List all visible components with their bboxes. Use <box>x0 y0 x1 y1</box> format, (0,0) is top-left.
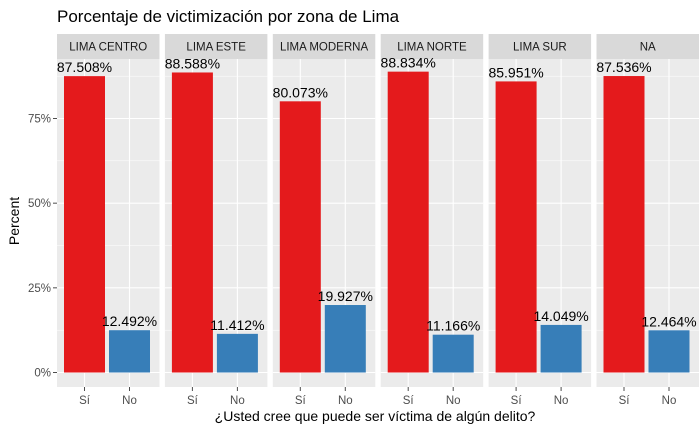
x-tick-label: No <box>446 395 461 407</box>
bar-no <box>648 330 690 373</box>
facet-strip <box>57 34 160 59</box>
bar-no <box>324 305 366 373</box>
bar-no <box>540 324 582 373</box>
y-axis: 0% 25% 50% 75% <box>28 114 57 380</box>
data-label: 11.412% <box>210 317 264 333</box>
chart-title: Porcentaje de victimización por zona de … <box>57 7 400 26</box>
x-tick-label: Sí <box>187 395 199 407</box>
bar-no <box>216 333 258 373</box>
data-label: 11.166% <box>426 318 480 334</box>
bar-si <box>387 71 429 373</box>
data-label: 12.492% <box>102 313 157 329</box>
facet-strip-label: LIMA MODERNA <box>280 42 369 54</box>
x-tick-label: Sí <box>511 395 523 407</box>
facet-panel: LIMA CENTRO 87.508% Sí 12.492% No <box>57 34 160 407</box>
facet-strip-label: LIMA SUR <box>513 42 567 54</box>
bar-si <box>64 76 105 373</box>
facet-panel: LIMA SUR 85.951% Sí 14.049% No <box>488 34 592 407</box>
x-tick-label: No <box>554 395 569 407</box>
facet-strip <box>164 34 268 59</box>
bar-si <box>171 72 213 373</box>
bar-si <box>495 81 537 373</box>
facet-strip <box>272 34 376 59</box>
data-label: 88.834% <box>381 55 436 71</box>
x-tick-label: Sí <box>403 395 415 407</box>
x-tick-label: No <box>338 395 353 407</box>
data-label: 14.049% <box>533 308 588 324</box>
bar-si <box>279 101 321 373</box>
y-tick-label: 50% <box>28 198 51 210</box>
facet-strip-label: LIMA NORTE <box>397 42 467 54</box>
data-label: 85.951% <box>488 64 543 80</box>
bar-no <box>432 334 474 373</box>
y-tick-label: 25% <box>28 283 51 295</box>
x-axis-title: ¿Usted cree que puede ser víctima de alg… <box>215 408 536 424</box>
facet-panel: NA 87.536% Sí 12.464% No <box>596 34 699 407</box>
bar-no <box>109 330 150 373</box>
data-label: 87.536% <box>596 59 651 75</box>
facet-strip-label: LIMA CENTRO <box>69 42 147 54</box>
facet-strip-label: NA <box>640 42 656 54</box>
y-axis-title: Percent <box>6 197 22 245</box>
facet-strip <box>596 34 699 59</box>
data-label: 87.508% <box>57 59 112 75</box>
facet-strip <box>380 34 484 59</box>
x-tick-label: No <box>662 395 677 407</box>
data-label: 88.588% <box>165 55 220 71</box>
x-tick-label: No <box>122 395 137 407</box>
x-tick-label: Sí <box>79 395 91 407</box>
y-tick-label: 75% <box>28 114 51 126</box>
data-label: 80.073% <box>273 84 328 100</box>
facet-strip-label: LIMA ESTE <box>186 42 246 54</box>
facet-strip <box>488 34 592 59</box>
bar-si <box>603 76 645 373</box>
facet-panel: LIMA MODERNA 80.073% Sí 19.927% No <box>273 34 376 407</box>
y-tick-label: 0% <box>34 368 51 380</box>
x-tick-label: Sí <box>619 395 631 407</box>
data-label: 19.927% <box>318 288 373 304</box>
data-label: 12.464% <box>641 313 696 329</box>
x-tick-label: Sí <box>295 395 307 407</box>
x-tick-label: No <box>230 395 245 407</box>
